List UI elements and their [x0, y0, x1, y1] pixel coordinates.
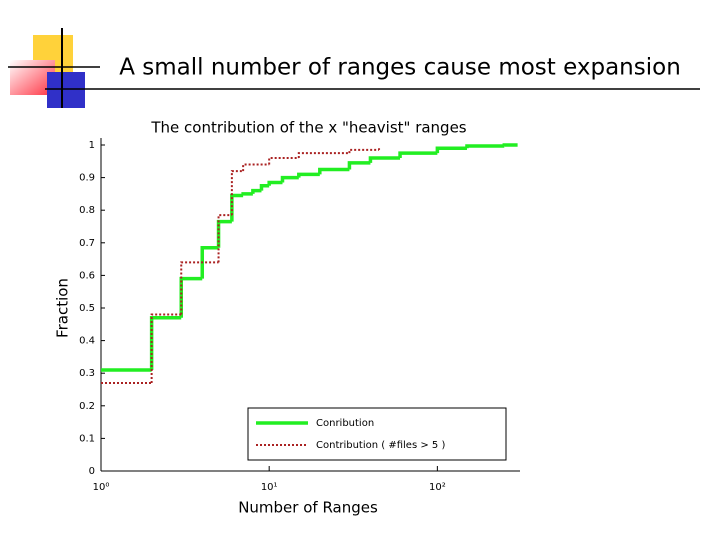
x-tick-label: 10⁰ [93, 482, 110, 493]
y-tick-label: 0.1 [79, 433, 95, 444]
step-segment [398, 151, 438, 159]
step-segment [259, 184, 270, 191]
step-segment [347, 161, 371, 170]
y-tick-label: 0.3 [79, 368, 95, 379]
step-segment [200, 245, 219, 279]
x-axis-label: Number of Ranges [238, 499, 378, 517]
y-tick-label: 0.9 [79, 173, 95, 184]
step-segment [241, 192, 253, 196]
y-tick-label: 0.4 [79, 336, 95, 347]
step-segment [368, 156, 401, 163]
step-segment [267, 180, 283, 186]
step-segment [149, 316, 182, 370]
step-segment [242, 163, 270, 172]
y-tick-label: 0.6 [79, 270, 95, 281]
y-tick-label: 0.5 [79, 303, 95, 314]
step-segment [435, 146, 467, 154]
y-tick-label: 1 [89, 140, 95, 151]
y-tick-label: 0.8 [79, 205, 95, 216]
y-axis-label: Fraction [54, 278, 72, 338]
y-tick-label: 0.2 [79, 401, 95, 412]
x-tick-label: 10¹ [261, 482, 278, 493]
chart-title: The contribution of the x "heavist" rang… [150, 119, 466, 137]
step-segment [251, 188, 262, 194]
legend-box [247, 407, 507, 461]
step-segment [217, 214, 232, 263]
step-segment [280, 175, 299, 183]
step-segment [180, 261, 219, 315]
y-tick-label: 0.7 [79, 238, 95, 249]
step-segment [216, 219, 232, 248]
slide-title: A small number of ranges cause most expa… [119, 55, 681, 81]
step-segment [230, 170, 244, 216]
legend-label: Contribution ( #files > 5 ) [316, 440, 445, 451]
decor-blue [47, 72, 85, 108]
x-tick-label: 10² [429, 482, 446, 493]
step-segment [297, 172, 320, 178]
step-segment [297, 152, 350, 159]
step-segment [268, 157, 299, 165]
step-segment [230, 193, 244, 222]
step-segment [150, 313, 182, 383]
y-tick-label: 0 [89, 466, 95, 477]
step-segment [465, 144, 505, 149]
step-segment [348, 148, 380, 154]
step-segment [179, 276, 203, 318]
legend-label: Conribution [316, 418, 374, 429]
step-segment [318, 167, 350, 175]
step-segment [502, 143, 518, 147]
